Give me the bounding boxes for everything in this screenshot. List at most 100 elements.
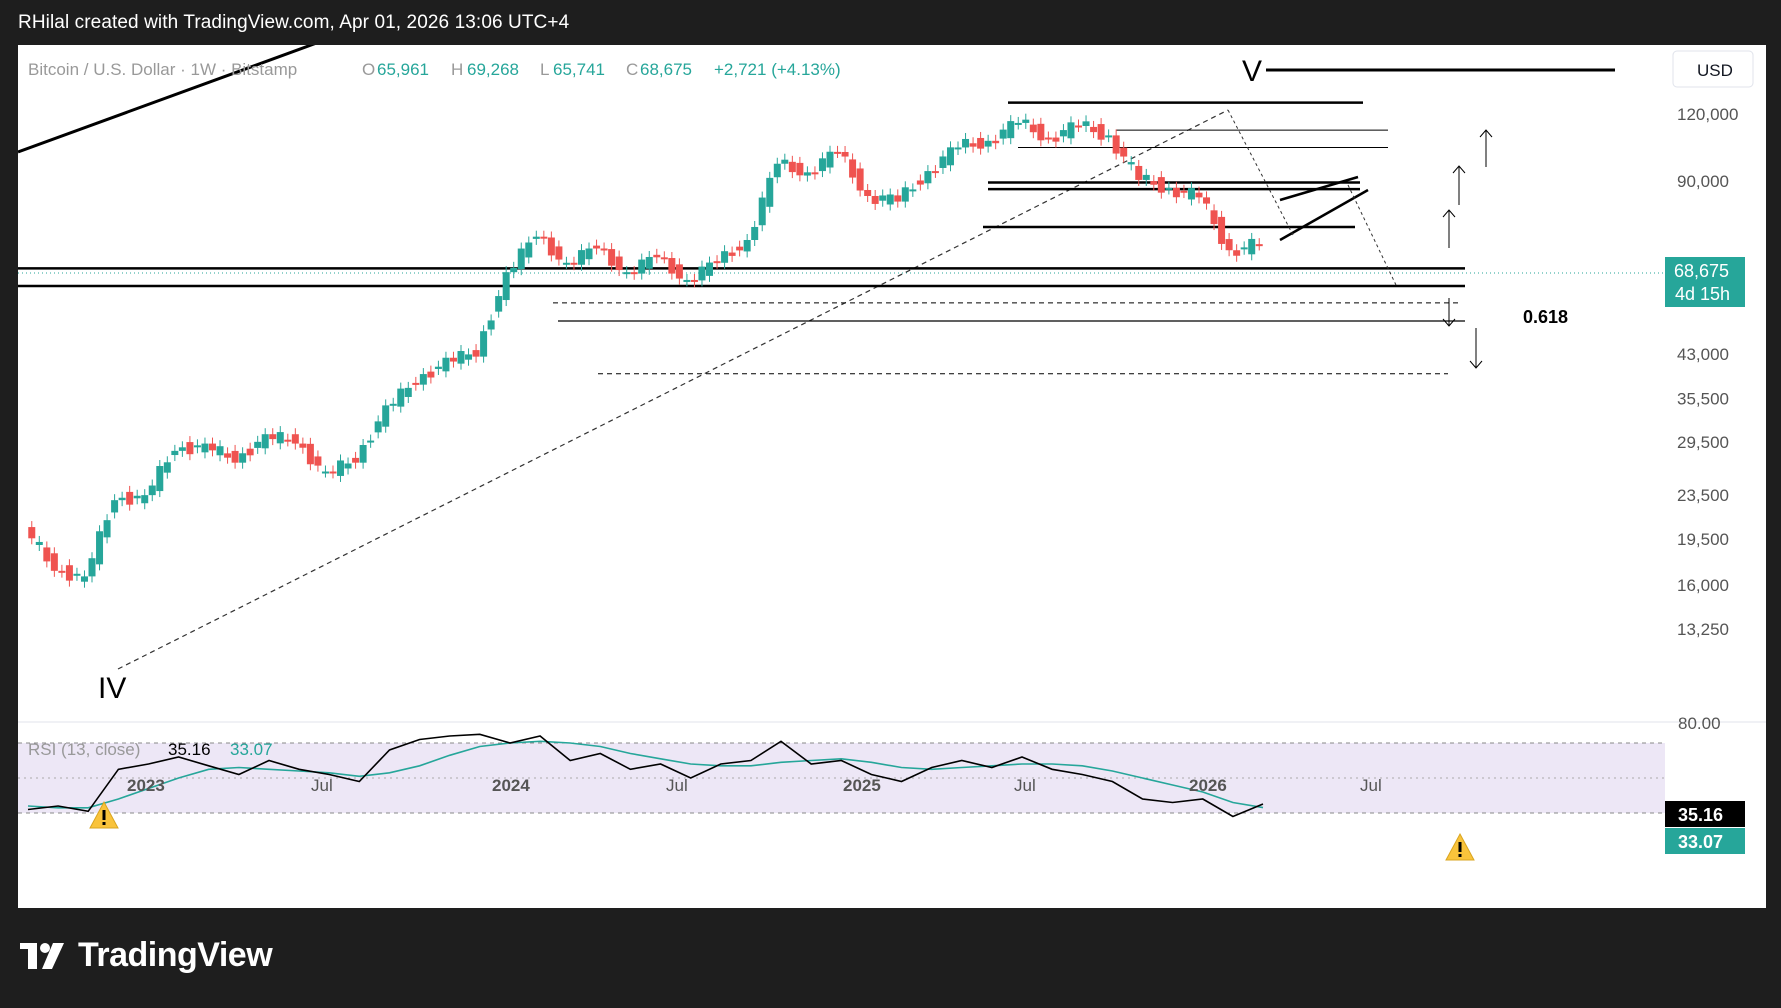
candle-body [171,450,179,456]
candle-body [50,553,58,571]
decline-dashed-line-2 [1347,184,1397,286]
candle-body [208,443,216,451]
price-tick-label: 13,250 [1677,620,1729,639]
high-value: 69,268 [467,60,519,79]
candle-body [337,460,345,476]
candle-body [706,262,714,276]
candle-body [141,495,149,504]
rsi-ma-value: 33.07 [230,740,273,759]
rsi-value: 35.16 [168,740,211,759]
candle-body [1014,122,1022,125]
candle-body [1029,124,1037,133]
candle-body [871,195,879,204]
candle-body [1082,121,1090,126]
chart-frame[interactable]: V IV 0.618 Bitcoin / U.S. Dollar · 1W · … [18,45,1766,908]
wave-v-label: V [1242,55,1262,88]
candle-body [728,252,736,256]
candle-body [864,189,872,196]
tradingview-logo: TradingView [20,936,273,975]
last-price-value: 68,675 [1674,261,1729,281]
candle-body [1052,137,1060,142]
candle-body [675,264,683,279]
candle-body [1180,190,1188,193]
price-axis[interactable]: 120,00090,00055,00043,00035,50029,50023,… [1677,105,1738,639]
candle-body [630,272,638,275]
candle-body [758,197,766,226]
candle-body [1112,135,1120,154]
price-tick-label: 43,000 [1677,345,1729,364]
price-tick-label: 29,500 [1677,433,1729,452]
candle-body [1059,130,1067,137]
fib-0618-label: 0.618 [1523,307,1568,327]
candle-body [1203,197,1211,204]
change-value: +2,721 (+4.13%) [714,60,841,79]
candle-body [427,371,435,378]
rsi-value-badge: 35.16 [1665,801,1745,827]
candle-body [1165,187,1173,190]
candle-body [382,405,390,427]
time-tick-label: Jul [666,776,688,795]
candle-body [517,248,525,270]
candlesticks [28,113,1263,588]
candle-body [284,439,292,442]
candle-body [901,187,909,202]
time-tick-label: 2026 [1189,776,1227,795]
rsi-axis-top: 80.00 [1678,714,1721,733]
candle-body [231,450,239,463]
open-label: O [362,60,375,79]
candle-body [1218,216,1226,244]
candle-body [344,463,352,469]
candle-body [1022,119,1030,123]
last-price-badge: 68,675 4d 15h [1665,257,1745,307]
measure-arrows [1442,129,1493,369]
time-axis[interactable]: 2023 Jul 2024 Jul 2025 Jul 2026 Jul [127,776,1382,795]
candle-body [856,168,864,191]
candle-body [803,172,811,176]
candle-body [397,388,405,407]
candle-body [1150,181,1158,185]
tradingview-logo-icon [20,942,64,969]
bar-countdown: 4d 15h [1675,284,1730,304]
price-tick-label: 23,500 [1677,486,1729,505]
candle-body [404,387,412,397]
time-tick-label: Jul [311,776,333,795]
candle-body [88,558,96,577]
wedge-upper-line [1279,175,1359,202]
price-tick-label: 19,500 [1677,530,1729,549]
candle-body [1248,238,1256,255]
candle-body [570,262,578,265]
candle-body [276,432,284,444]
candle-body [472,350,480,357]
candle-body [826,151,834,168]
currency-button[interactable]: USD [1672,50,1754,88]
candle-body [103,520,111,538]
chart-canvas[interactable]: V IV 0.618 Bitcoin / U.S. Dollar · 1W · … [18,45,1766,908]
candle-body [352,457,360,463]
trendline-dashed-support [117,109,1229,670]
candle-body [367,440,375,443]
candle-body [615,256,623,271]
candle-body [163,462,171,473]
wedge-lower-line [1279,188,1369,242]
svg-text:35.16: 35.16 [1678,805,1723,825]
candle-body [946,147,954,166]
candle-body [939,156,947,168]
candle-body [736,246,744,251]
candle-body [962,138,970,148]
candle-body [193,445,201,448]
time-tick-label: Jul [1014,776,1036,795]
candle-body [1255,244,1263,247]
time-tick-label: 2024 [492,776,530,795]
rsi-ma-line [27,740,1264,809]
candle-body [239,453,247,463]
candle-body [133,495,141,499]
close-value: 68,675 [640,60,692,79]
candle-body [796,162,804,176]
candle-body [1037,123,1045,141]
candle-body [73,573,81,576]
candle-body [1240,247,1248,250]
candle-body [781,159,789,164]
candle-body [269,434,277,440]
candle-body [1097,124,1105,140]
price-tick-label: 120,000 [1677,105,1738,124]
